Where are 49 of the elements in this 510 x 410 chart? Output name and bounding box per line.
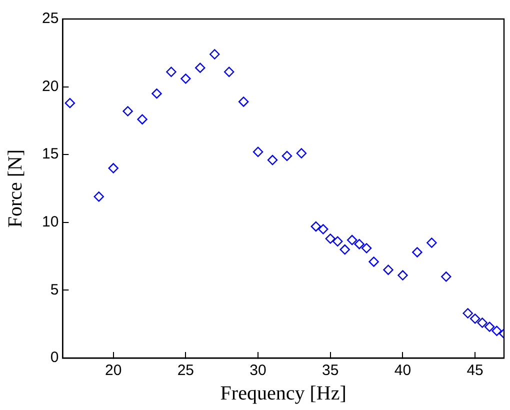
- point: [137, 114, 148, 124]
- point: [426, 238, 437, 248]
- point: [332, 236, 343, 246]
- point: [252, 146, 264, 157]
- y-tick-label: 15: [42, 146, 59, 163]
- x-tick-label: 20: [104, 362, 122, 380]
- y-tick-label: 20: [42, 78, 59, 95]
- point: [340, 244, 350, 255]
- x-tick-label: 25: [177, 362, 194, 380]
- point: [441, 272, 452, 282]
- point: [325, 234, 336, 244]
- y-tick-label: 5: [50, 281, 59, 298]
- point: [462, 308, 473, 318]
- point: [122, 106, 133, 116]
- point: [368, 256, 379, 267]
- y-tick-label: 25: [42, 10, 59, 28]
- x-axis-title: Frequency [Hz]: [220, 382, 346, 404]
- point: [282, 150, 292, 162]
- point: [238, 96, 249, 107]
- x-tick-label: 45: [466, 362, 484, 380]
- point: [346, 234, 358, 246]
- x-tick-label: 35: [322, 362, 339, 380]
- y-tick-label: 10: [42, 214, 59, 231]
- point: [94, 192, 104, 202]
- point: [296, 148, 307, 158]
- point: [383, 264, 394, 275]
- point: [477, 318, 488, 328]
- point: [64, 98, 76, 108]
- y-tick-label: 0: [50, 349, 59, 366]
- point: [361, 243, 372, 254]
- point: [180, 74, 191, 84]
- y-axis-title: Force [N]: [4, 149, 26, 228]
- point: [470, 314, 480, 324]
- point: [492, 326, 502, 336]
- point: [412, 247, 422, 258]
- point: [354, 238, 364, 250]
- point: [195, 62, 206, 73]
- x-tick-label: 30: [250, 362, 266, 380]
- point: [310, 221, 321, 232]
- point: [166, 66, 176, 77]
- point: [484, 322, 495, 332]
- point: [267, 154, 278, 166]
- point: [224, 66, 234, 77]
- point: [108, 163, 118, 174]
- point: [318, 224, 328, 234]
- point: [210, 49, 220, 60]
- point: [398, 270, 408, 280]
- point: [152, 88, 162, 99]
- x-tick-label: 40: [394, 362, 412, 380]
